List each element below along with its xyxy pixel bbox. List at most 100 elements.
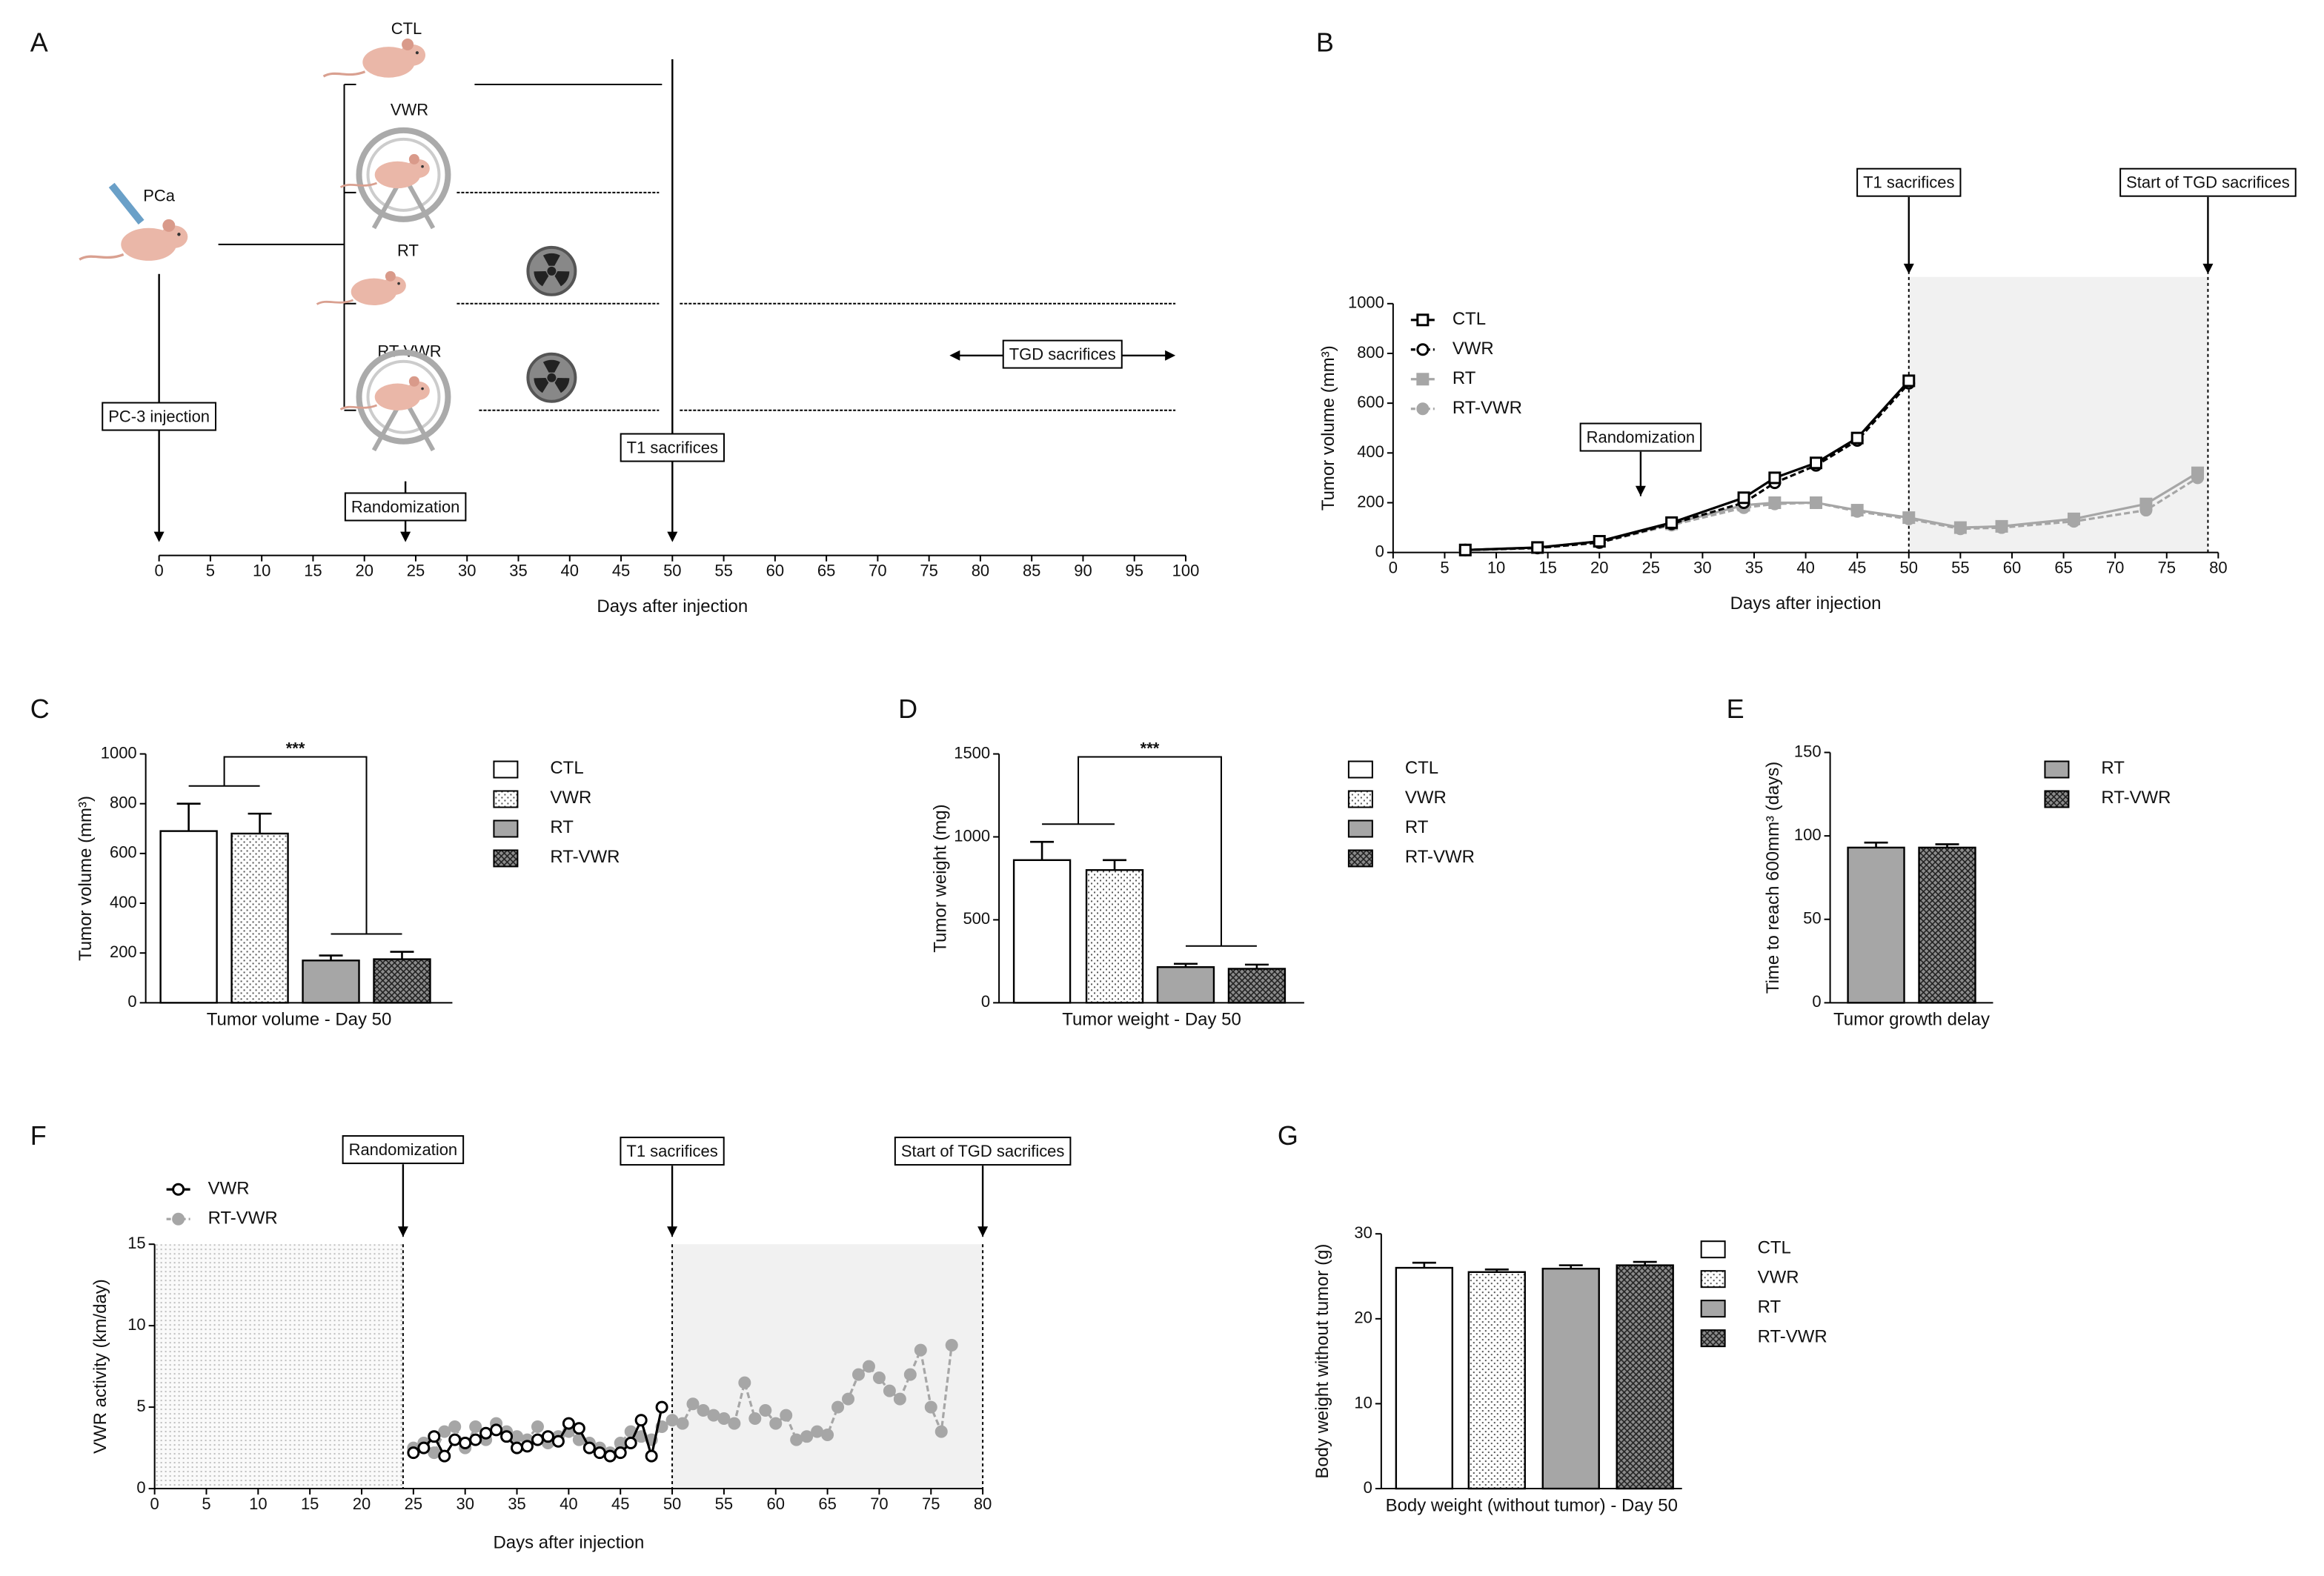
x-tick-label: 30 bbox=[456, 1494, 474, 1513]
point bbox=[697, 1404, 710, 1417]
panel-letter: A bbox=[30, 27, 48, 57]
point bbox=[1810, 496, 1823, 509]
legend-swatch bbox=[1700, 1329, 1726, 1348]
legend-swatch bbox=[493, 819, 519, 838]
y-tick-label: 0 bbox=[981, 992, 990, 1011]
point bbox=[883, 1384, 896, 1397]
wheel bbox=[356, 349, 451, 445]
x-tick-label: 100 bbox=[1172, 561, 1200, 579]
mouse-ear bbox=[162, 219, 176, 232]
point bbox=[748, 1412, 762, 1425]
mouse-tail bbox=[79, 253, 124, 261]
y-tick-label: 0 bbox=[127, 992, 136, 1011]
x-tick-label: 85 bbox=[1023, 561, 1040, 579]
x-tick-label: 25 bbox=[407, 561, 425, 579]
point bbox=[593, 1446, 606, 1460]
y-tick-label: 1500 bbox=[954, 743, 990, 762]
mouse-icon bbox=[316, 270, 406, 306]
y-axis-label: Tumor volume (mm³) bbox=[1318, 345, 1338, 511]
x-tick-label: 70 bbox=[2106, 558, 2124, 576]
mouse-icon bbox=[339, 153, 430, 189]
x-tick-label: 0 bbox=[1389, 558, 1398, 576]
point bbox=[614, 1446, 627, 1460]
x-tick-label: Tumor growth delay bbox=[1833, 1010, 1990, 1030]
point bbox=[676, 1417, 689, 1430]
arrow-head bbox=[2202, 263, 2214, 274]
significance-bracket bbox=[188, 756, 402, 935]
point bbox=[511, 1441, 524, 1454]
x-tick-label: Body weight (without tumor) - Day 50 bbox=[1386, 1495, 1678, 1515]
legend-marker bbox=[172, 1212, 185, 1226]
legend-label: CTL bbox=[1405, 758, 1438, 778]
point bbox=[842, 1392, 855, 1406]
point bbox=[893, 1392, 906, 1406]
arrow-head bbox=[1635, 485, 1646, 496]
x-tick-label: 50 bbox=[663, 1494, 681, 1513]
mouse-tail bbox=[339, 182, 378, 188]
point bbox=[738, 1376, 751, 1389]
y-tick-label: 800 bbox=[110, 794, 137, 812]
x-tick-label: 60 bbox=[766, 561, 784, 579]
point bbox=[1902, 511, 1916, 525]
legend-swatch bbox=[1347, 819, 1373, 838]
x-tick-label: 20 bbox=[355, 561, 373, 579]
radiation-blade bbox=[534, 377, 549, 393]
bar bbox=[1616, 1264, 1674, 1490]
point bbox=[686, 1397, 700, 1411]
x-tick-label: 5 bbox=[206, 561, 215, 579]
point bbox=[490, 1423, 503, 1437]
wheel-inner bbox=[366, 137, 441, 212]
point bbox=[924, 1400, 937, 1414]
y-tick-label: 600 bbox=[1357, 393, 1384, 411]
x-tick-label: 15 bbox=[304, 561, 322, 579]
point bbox=[582, 1441, 596, 1454]
x-tick-label: 10 bbox=[1487, 558, 1505, 576]
legend-label: RT-VWR bbox=[1452, 398, 1522, 418]
point bbox=[903, 1368, 917, 1381]
legend-label: RT-VWR bbox=[208, 1208, 278, 1228]
radiation-core bbox=[547, 266, 557, 276]
bar bbox=[1918, 846, 1976, 1004]
point bbox=[862, 1360, 875, 1373]
legend-swatch bbox=[2044, 790, 2070, 808]
point bbox=[655, 1400, 668, 1414]
point bbox=[2067, 512, 2080, 525]
event-label: Randomization bbox=[351, 497, 460, 516]
panel-letter: C bbox=[30, 694, 50, 724]
x-tick-label: 75 bbox=[922, 1494, 940, 1513]
arrow-head bbox=[153, 531, 165, 542]
point bbox=[448, 1433, 462, 1446]
wheel bbox=[356, 127, 451, 222]
legend-label: VWR bbox=[1452, 339, 1494, 359]
x-tick-label: 15 bbox=[301, 1494, 319, 1513]
y-axis-label: Time to reach 600mm³ (days) bbox=[1763, 762, 1783, 994]
event-label-box bbox=[102, 402, 217, 431]
point bbox=[1768, 471, 1782, 485]
annotation: T1 sacrifices bbox=[626, 1142, 717, 1160]
legend-swatch bbox=[1700, 1300, 1726, 1318]
event-label-box bbox=[344, 492, 467, 522]
bar bbox=[1227, 968, 1286, 1004]
point bbox=[469, 1433, 482, 1446]
legend-marker bbox=[1416, 373, 1430, 386]
point bbox=[531, 1420, 544, 1433]
significance-bracket bbox=[1042, 756, 1257, 947]
event-label-box bbox=[620, 433, 725, 462]
mouse-eye bbox=[415, 51, 419, 55]
y-tick-label: 600 bbox=[110, 843, 137, 862]
point bbox=[872, 1371, 886, 1385]
x-tick-label: 0 bbox=[155, 561, 164, 579]
arrow-head bbox=[1903, 263, 1914, 274]
y-tick-label: 10 bbox=[1354, 1393, 1372, 1412]
point bbox=[769, 1417, 783, 1430]
mouse-tail bbox=[316, 299, 354, 305]
y-tick-label: 20 bbox=[1354, 1309, 1372, 1327]
arrow-head bbox=[977, 1226, 989, 1237]
point bbox=[934, 1425, 948, 1438]
mouse-eye bbox=[421, 387, 424, 390]
point bbox=[572, 1422, 585, 1435]
bar bbox=[1541, 1268, 1600, 1490]
y-tick-label: 1000 bbox=[101, 743, 137, 762]
x-tick-label: 95 bbox=[1125, 561, 1143, 579]
